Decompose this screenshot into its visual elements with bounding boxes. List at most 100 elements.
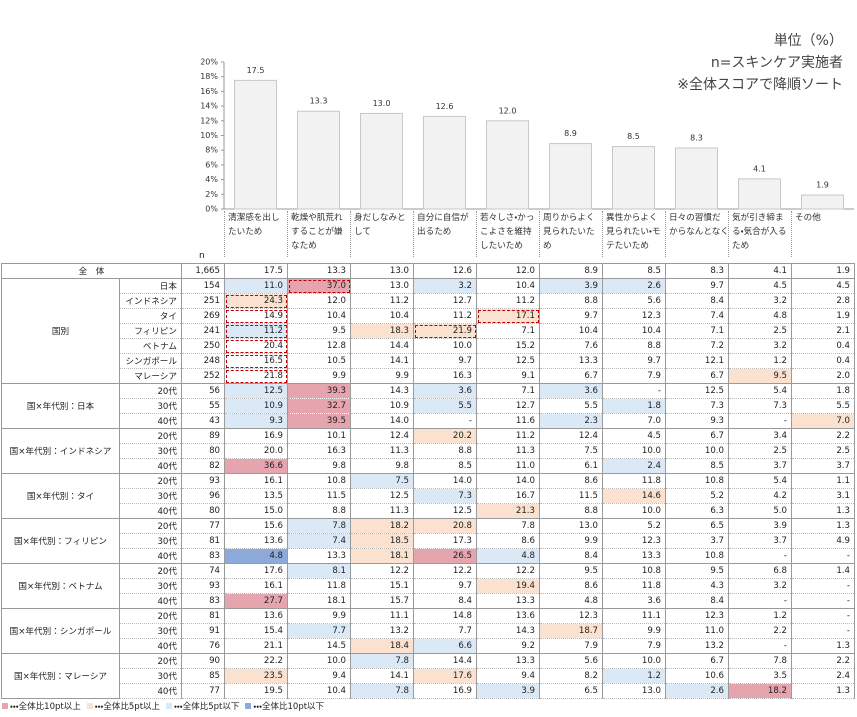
value-cell: 9.5 xyxy=(728,368,792,384)
n-cell: 1,665 xyxy=(181,263,225,279)
value-cell: 27.7 xyxy=(224,593,288,609)
value-cell: 1.4 xyxy=(791,563,855,579)
table-row: 30代 55 10.9 32.7 10.9 5.5 12.7 5.5 1.8 7.3 7.3 5.5 xyxy=(2,398,855,414)
value-cell: 2.6 xyxy=(602,278,666,294)
value-cell: 11.2 xyxy=(224,323,288,339)
value-cell: 3.7 xyxy=(728,458,792,474)
value-cell: 10.0 xyxy=(602,503,666,519)
value-cell: 13.2 xyxy=(665,638,729,654)
value-cell: - xyxy=(602,383,666,399)
row-label: 30代 xyxy=(119,578,182,594)
value-cell: 5.6 xyxy=(602,293,666,309)
value-cell: 14.0 xyxy=(350,413,414,429)
value-cell: 26.5 xyxy=(413,548,477,564)
value-cell: 7.3 xyxy=(413,488,477,504)
table-row: 国別 日本 154 11.0 37.0 13.0 3.2 10.4 3.9 2.6 9.7 4.5 4.… xyxy=(1,278,855,384)
value-cell: 4.8 xyxy=(728,308,792,324)
value-cell: 17.5 xyxy=(224,263,288,279)
value-label: 17.5 xyxy=(247,66,265,75)
value-cell: 10.8 xyxy=(602,563,666,579)
value-cell: 7.7 xyxy=(413,623,477,639)
value-cell: 21.1 xyxy=(224,638,288,654)
group-label: 国×年代別：マレーシア xyxy=(1,653,120,699)
value-cell: 7.7 xyxy=(287,623,351,639)
value-cell: 7.4 xyxy=(665,308,729,324)
value-cell: 13.6 xyxy=(224,608,288,624)
value-cell: 9.7 xyxy=(539,308,603,324)
value-cell: 2.5 xyxy=(791,443,855,459)
value-cell: 19.5 xyxy=(224,683,288,699)
value-cell: 16.5 xyxy=(224,353,288,369)
value-cell: 7.1 xyxy=(476,383,540,399)
value-cell: 9.9 xyxy=(287,608,351,624)
group-label: 国×年代別：日本 xyxy=(1,383,120,429)
value-cell: 9.7 xyxy=(413,578,477,594)
n-cell: 43 xyxy=(181,413,225,429)
value-cell: 1.2 xyxy=(602,668,666,684)
row-label: 20代 xyxy=(119,653,182,669)
value-cell: 9.7 xyxy=(602,353,666,369)
table-row: 30代 91 15.4 7.7 13.2 7.7 14.3 18.7 9.9 11.0 2.2- xyxy=(2,623,855,639)
value-cell: 13.3 xyxy=(287,548,351,564)
group-label: 国別 xyxy=(1,278,120,384)
value-cell: 7.8 xyxy=(728,653,792,669)
n-cell: 91 xyxy=(181,623,225,639)
value-cell: 6.7 xyxy=(665,653,729,669)
n-cell: 251 xyxy=(181,293,225,309)
legend-swatch xyxy=(2,703,8,709)
value-label: 13.0 xyxy=(373,99,391,108)
value-cell: 37.0 xyxy=(287,278,351,294)
y-tick-label: 12% xyxy=(200,116,218,125)
value-cell: 12.3 xyxy=(665,608,729,624)
value-cell: 24.3 xyxy=(224,293,288,309)
value-cell: 14.1 xyxy=(350,353,414,369)
value-cell: 13.2 xyxy=(350,623,414,639)
value-cell: 10.1 xyxy=(287,428,351,444)
legend-swatch xyxy=(166,703,173,709)
value-label: 8.5 xyxy=(627,132,640,141)
value-cell: 7.3 xyxy=(665,398,729,414)
value-cell: 9.9 xyxy=(287,368,351,384)
bar xyxy=(486,120,529,210)
value-cell: 7.0 xyxy=(791,413,855,429)
value-cell: 6.1 xyxy=(539,458,603,474)
bar xyxy=(423,115,466,210)
row-label: 20代 xyxy=(119,383,182,399)
value-cell: 4.8 xyxy=(224,548,288,564)
column-header: 清潔感を出したいため xyxy=(224,211,288,257)
value-cell: 16.1 xyxy=(224,578,288,594)
group-label: 国×年代別：フィリピン xyxy=(1,518,120,564)
row-label: 30代 xyxy=(119,443,182,459)
value-cell: 10.0 xyxy=(413,338,477,354)
value-cell: 7.8 xyxy=(476,518,540,534)
value-cell: 11.2 xyxy=(350,293,414,309)
n-cell: 252 xyxy=(181,368,225,384)
legend-item: ・・・全体比5pt以下 xyxy=(166,700,239,712)
value-cell: 15.1 xyxy=(350,578,414,594)
table-row: 40代 80 15.0 8.8 11.3 12.5 21.3 8.8 10.0 6.3 5.0 1.3 xyxy=(2,503,855,519)
value-cell: 36.6 xyxy=(224,458,288,474)
value-cell: 3.5 xyxy=(728,668,792,684)
value-cell: 13.3 xyxy=(602,548,666,564)
value-cell: 9.4 xyxy=(287,668,351,684)
value-cell: 3.9 xyxy=(728,518,792,534)
value-cell: 5.6 xyxy=(539,653,603,669)
value-cell: 2.2 xyxy=(728,623,792,639)
value-cell: 4.5 xyxy=(602,428,666,444)
value-cell: 8.8 xyxy=(602,338,666,354)
value-cell: 11.0 xyxy=(224,278,288,294)
value-cell: 4.5 xyxy=(728,278,792,294)
value-cell: 11.1 xyxy=(350,608,414,624)
value-cell: 7.2 xyxy=(665,338,729,354)
value-cell: 11.0 xyxy=(665,623,729,639)
value-cell: 10.8 xyxy=(665,548,729,564)
table-row: 国×年代別：フィリピン 20代 77 15.6 7.8 18.2 20.8 7.8 13.0 5.… xyxy=(1,518,855,564)
table-row: 40代 77 19.5 10.4 7.8 16.9 3.9 6.5 13.0 2.6 18.2 1.3 xyxy=(2,683,855,699)
table-row: 40代 83 27.7 18.1 15.7 8.4 13.3 4.8 3.6 8.4- - xyxy=(2,593,855,609)
value-cell: 9.9 xyxy=(539,533,603,549)
value-cell: 9.7 xyxy=(665,278,729,294)
row-label: 30代 xyxy=(119,623,182,639)
value-cell: 8.5 xyxy=(665,458,729,474)
table-row: 30代 80 20.0 16.3 11.3 8.8 11.3 7.5 10.0 10.0 2.5 2.… xyxy=(2,443,855,459)
value-label: 12.6 xyxy=(436,102,454,111)
